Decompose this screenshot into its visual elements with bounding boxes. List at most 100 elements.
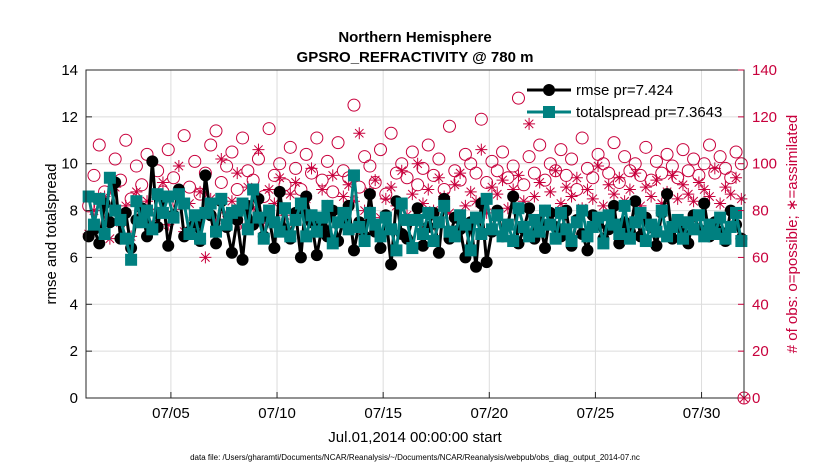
y-tick-label: 6 (70, 249, 78, 266)
assimilated-point (369, 174, 382, 187)
rmse-point (607, 199, 620, 212)
y-tick-label: 14 (61, 62, 78, 79)
totalspread-point (172, 188, 185, 201)
y-right-tick-label: 60 (752, 249, 769, 266)
possible-point (729, 145, 743, 159)
totalspread-point (342, 223, 355, 236)
totalspread-point (597, 237, 610, 250)
y-axis-right-label: # of obs: o=possible; ∗=assimilated (784, 115, 801, 354)
possible-point (363, 159, 377, 173)
rmse-point (268, 242, 281, 255)
possible-point (220, 159, 234, 173)
assimilated-point (454, 167, 467, 180)
assimilated-point (634, 199, 647, 212)
assimilated-point (395, 164, 408, 177)
totalspread-point (650, 225, 663, 238)
totalspread-point (114, 213, 127, 226)
totalspread-point (156, 206, 169, 219)
possible-point (167, 171, 181, 185)
rmse-point (661, 188, 674, 201)
possible-point (713, 150, 727, 164)
assimilated-point (162, 218, 175, 231)
totalspread-point (252, 211, 265, 224)
possible-point (538, 173, 552, 187)
x-axis-label: Jul.01,2014 00:00:00 start (328, 429, 502, 446)
totalspread-point (374, 230, 387, 243)
assimilated-point (316, 183, 329, 196)
totalspread-point (735, 235, 748, 248)
assimilated-point (475, 143, 488, 156)
totalspread-point (539, 204, 552, 217)
assimilated-point (263, 183, 276, 196)
y-right-tick-label: 80 (752, 203, 769, 220)
legend-rmse-label: rmse pr=7.424 (576, 82, 673, 99)
assimilated-point (353, 127, 366, 140)
totalspread-point (183, 228, 196, 240)
assimilated-point (491, 188, 504, 201)
assimilated-point (215, 153, 228, 166)
totalspread-point (459, 218, 472, 231)
assimilated-point (623, 183, 636, 196)
y-tick-label: 2 (70, 343, 78, 360)
totalspread-point (507, 235, 520, 248)
possible-point (522, 150, 536, 164)
assimilated-point (533, 176, 546, 189)
possible-point (427, 168, 441, 182)
possible-point (299, 147, 313, 161)
possible-point (703, 138, 717, 152)
totalspread-point (284, 230, 297, 243)
assimilated-point (480, 206, 493, 219)
assimilated-point (528, 190, 541, 203)
totalspread-point (395, 197, 408, 210)
totalspread-point (427, 235, 440, 248)
assimilated-point (432, 171, 445, 184)
possible-point (320, 154, 334, 168)
totalspread-point (730, 206, 743, 219)
assimilated-point (692, 176, 705, 189)
assimilated-point (581, 183, 594, 196)
totalspread-point (257, 232, 270, 245)
assimilated-point (655, 197, 668, 210)
assimilated-point (119, 199, 132, 212)
assimilated-point (130, 185, 143, 198)
x-tick-label: 07/05 (152, 405, 190, 422)
totalspread-point (480, 192, 493, 205)
y-right-tick-label: 100 (752, 156, 777, 173)
possible-point (267, 168, 281, 182)
assimilated-point (544, 185, 557, 198)
possible-point (469, 166, 483, 180)
assimilated-point (602, 178, 615, 191)
possible-point (421, 138, 435, 152)
assimilated-point (586, 192, 599, 205)
assimilated-point (639, 181, 652, 194)
legend: rmse pr=7.424 totalspread pr=7.3643 (527, 82, 722, 121)
rmse-point (225, 246, 238, 259)
rmse-point (480, 256, 493, 269)
totalspread-point (708, 228, 721, 240)
assimilated-point (231, 167, 244, 180)
totalspread-point (703, 218, 716, 231)
totalspread-point (194, 232, 207, 245)
series-layer (82, 91, 751, 405)
totalspread-point (613, 228, 626, 240)
assimilated-point (379, 192, 392, 205)
footnote: data file: /Users/gharamti/Documents/NCA… (190, 453, 640, 462)
assimilated-point (719, 181, 732, 194)
possible-point (474, 112, 488, 126)
possible-point (676, 143, 690, 157)
assimilated-point (570, 171, 583, 184)
possible-point (416, 161, 430, 175)
possible-point (347, 98, 361, 112)
possible-point (129, 159, 143, 173)
possible-point (204, 138, 218, 152)
totalspread-point (438, 199, 451, 212)
assimilated-point (156, 176, 169, 189)
totalspread-line (87, 173, 743, 262)
assimilated-point (708, 162, 721, 175)
totalspread-point (623, 232, 636, 245)
assimilated-point (613, 171, 626, 184)
rmse-point (199, 169, 212, 182)
totalspread-point (671, 213, 684, 226)
totalspread-point (332, 216, 345, 229)
